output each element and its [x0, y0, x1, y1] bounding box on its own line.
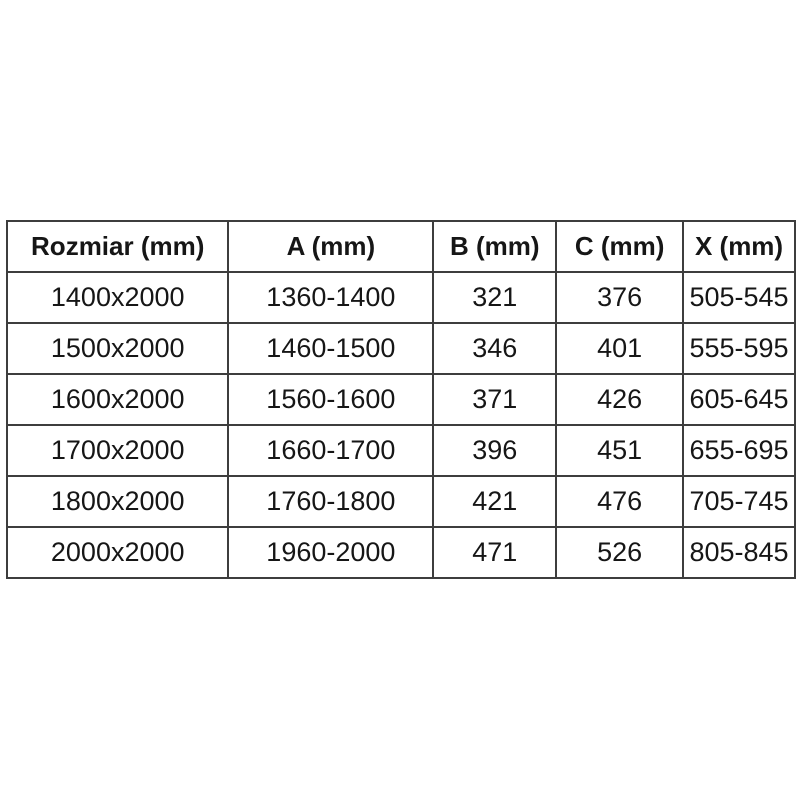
table-cell: 426 — [555, 373, 685, 426]
table-row: 1600x2000 1560-1600 371 426 605-645 — [5, 373, 796, 426]
table-cell: 401 — [555, 322, 685, 375]
table-cell: 505-545 — [682, 271, 796, 324]
table-cell: 1600x2000 — [5, 373, 230, 426]
table-cell: 471 — [432, 526, 558, 579]
table-cell: 396 — [432, 424, 558, 477]
table-cell: 451 — [555, 424, 685, 477]
size-spec-table: Rozmiar (mm) A (mm) B (mm) C (mm) X (mm)… — [5, 220, 796, 579]
table-cell: 1560-1600 — [227, 373, 435, 426]
table-row: 1800x2000 1760-1800 421 476 705-745 — [5, 475, 796, 528]
column-header-b: B (mm) — [432, 220, 558, 273]
table-row: 1500x2000 1460-1500 346 401 555-595 — [5, 322, 796, 375]
table-cell: 476 — [555, 475, 685, 528]
table-cell: 1800x2000 — [5, 475, 230, 528]
column-header-x: X (mm) — [682, 220, 796, 273]
table-cell: 1660-1700 — [227, 424, 435, 477]
table-cell: 605-645 — [682, 373, 796, 426]
table-cell: 376 — [555, 271, 685, 324]
table-cell: 421 — [432, 475, 558, 528]
column-header-a: A (mm) — [227, 220, 435, 273]
table-cell: 1700x2000 — [5, 424, 230, 477]
column-header-rozmiar: Rozmiar (mm) — [5, 220, 230, 273]
table-cell: 321 — [432, 271, 558, 324]
header-row: Rozmiar (mm) A (mm) B (mm) C (mm) X (mm) — [5, 220, 796, 273]
table-cell: 1360-1400 — [227, 271, 435, 324]
table-row: 1700x2000 1660-1700 396 451 655-695 — [5, 424, 796, 477]
table-cell: 526 — [555, 526, 685, 579]
table-cell: 1760-1800 — [227, 475, 435, 528]
table-cell: 1500x2000 — [5, 322, 230, 375]
size-spec-table-container: Rozmiar (mm) A (mm) B (mm) C (mm) X (mm)… — [5, 220, 796, 579]
table-cell: 805-845 — [682, 526, 796, 579]
table-cell: 346 — [432, 322, 558, 375]
table-cell: 705-745 — [682, 475, 796, 528]
table-cell: 1400x2000 — [5, 271, 230, 324]
table-cell: 555-595 — [682, 322, 796, 375]
table-cell: 1960-2000 — [227, 526, 435, 579]
table-cell: 655-695 — [682, 424, 796, 477]
table-row: 1400x2000 1360-1400 321 376 505-545 — [5, 271, 796, 324]
table-cell: 1460-1500 — [227, 322, 435, 375]
column-header-c: C (mm) — [555, 220, 685, 273]
table-cell: 2000x2000 — [5, 526, 230, 579]
table-row: 2000x2000 1960-2000 471 526 805-845 — [5, 526, 796, 579]
table-cell: 371 — [432, 373, 558, 426]
